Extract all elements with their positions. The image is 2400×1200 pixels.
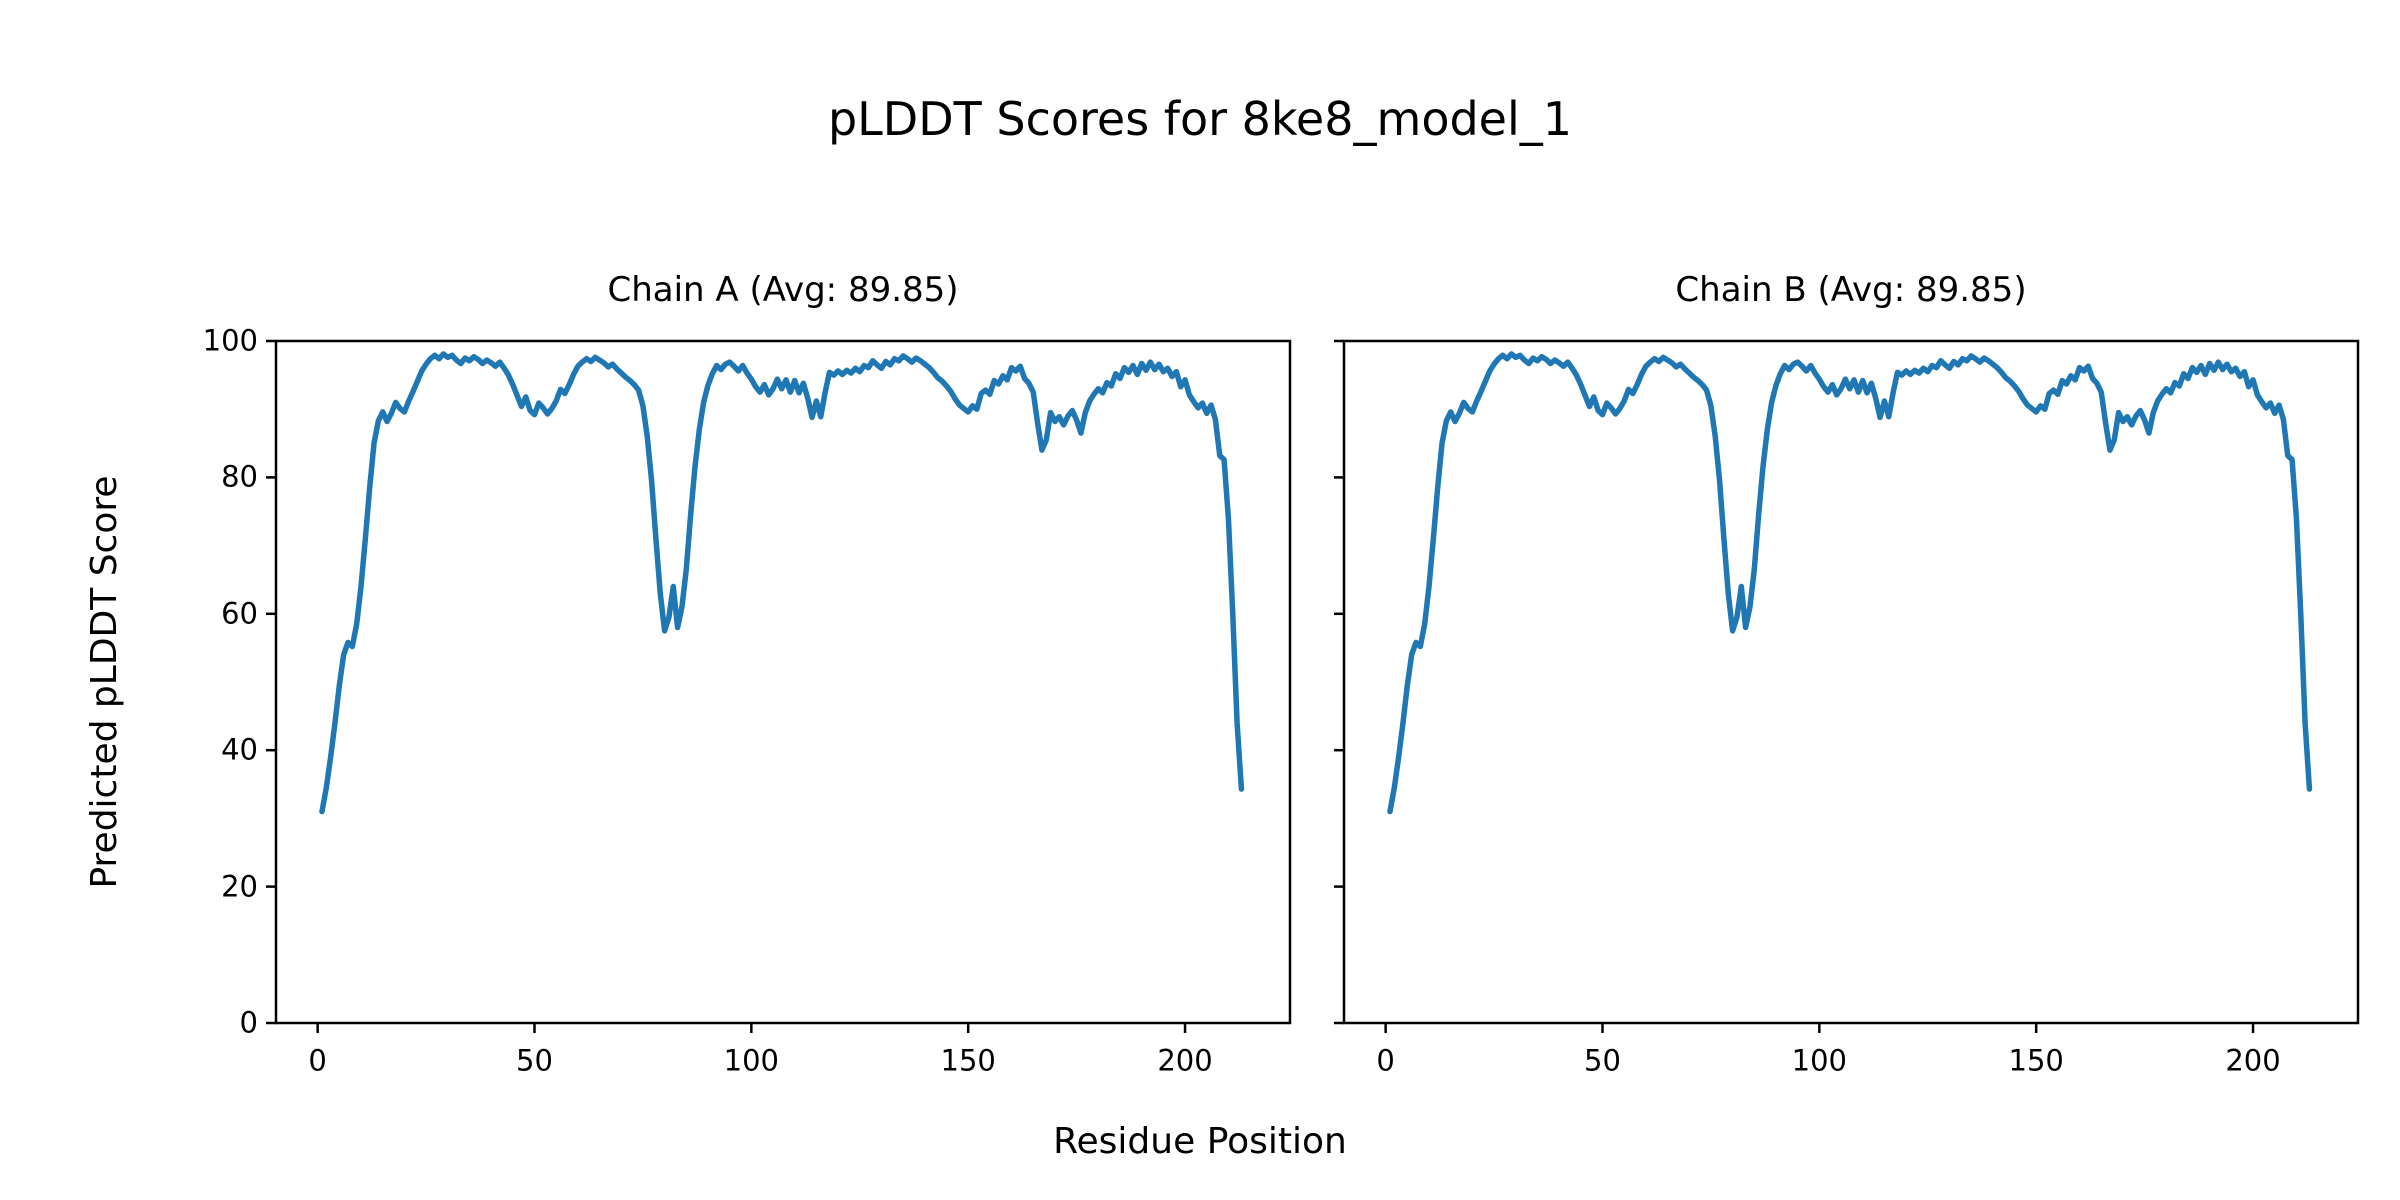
- x-tick-label: 50: [516, 1043, 553, 1078]
- axes-spines: [1342, 339, 2360, 1025]
- axes-spines: [274, 339, 1292, 1025]
- x-tick-label: 150: [940, 1043, 996, 1078]
- x-axis-label: Residue Position: [1053, 1121, 1347, 1162]
- x-tick-label: 100: [723, 1043, 780, 1078]
- y-tick-label: 80: [221, 459, 258, 494]
- x-tick-label: 200: [2225, 1043, 2281, 1078]
- x-tick-label: 50: [1584, 1043, 1621, 1078]
- y-tick-label: 40: [221, 732, 258, 767]
- y-tick-label: 0: [239, 1005, 258, 1040]
- figure-title: pLDDT Scores for 8ke8_model_1: [827, 92, 1573, 146]
- chain-a-title: Chain A (Avg: 89.85): [607, 270, 959, 310]
- y-tick-label: 20: [221, 869, 258, 904]
- axes-chain-a: [266, 339, 1292, 1033]
- chain-b-title: Chain B (Avg: 89.85): [1675, 270, 2027, 310]
- y-tick-label: 100: [202, 323, 258, 358]
- plddt-line-chain-a: [319, 351, 1245, 815]
- x-tick-label: 0: [1376, 1043, 1395, 1078]
- plddt-line-chain-b: [1387, 351, 2313, 815]
- x-tick-label: 0: [308, 1043, 327, 1078]
- x-tick-label: 150: [2008, 1043, 2064, 1078]
- x-tick-label: 200: [1157, 1043, 1213, 1078]
- x-tick-label: 100: [1791, 1043, 1848, 1078]
- y-tick-label: 60: [221, 596, 258, 631]
- axes-chain-b: [1334, 339, 2360, 1033]
